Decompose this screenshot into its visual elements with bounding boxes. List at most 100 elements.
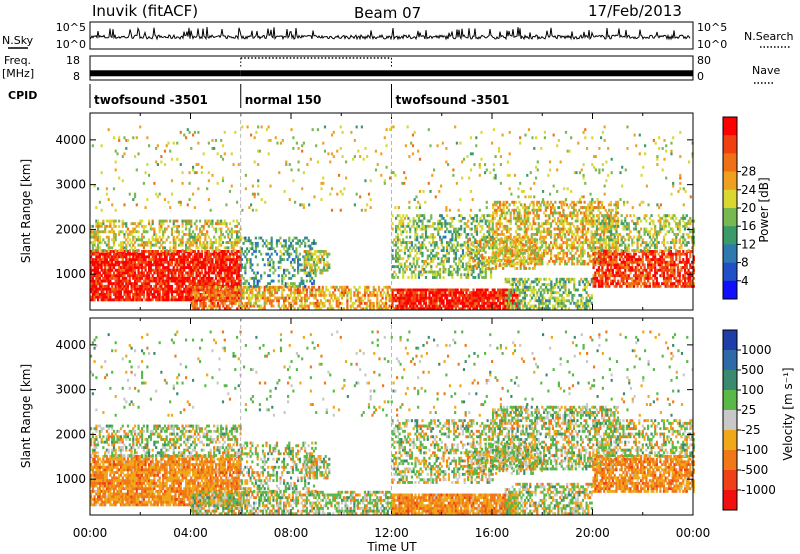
power-cell — [267, 252, 270, 256]
power-cell — [465, 301, 468, 305]
power-cell — [324, 250, 327, 253]
power-cell — [107, 290, 110, 294]
power-cell — [155, 263, 158, 267]
power-cell — [211, 304, 214, 308]
power-cell — [326, 268, 329, 272]
power-cell — [307, 304, 310, 308]
power-cell — [163, 279, 167, 283]
power-cell — [396, 214, 399, 218]
power-cell — [194, 296, 197, 300]
power-cell — [518, 235, 521, 239]
power-cell — [195, 235, 198, 239]
power-cell — [428, 219, 431, 223]
power-cell — [442, 235, 445, 239]
power-cell — [433, 307, 436, 311]
power-cell — [317, 255, 320, 259]
power-cell — [515, 291, 518, 295]
power-cell — [402, 222, 405, 226]
power-cell — [490, 276, 493, 279]
power-cell — [260, 296, 263, 300]
power-cell — [267, 288, 270, 292]
power-cell — [142, 258, 145, 261]
power-cell — [290, 293, 293, 297]
power-cell — [449, 270, 452, 274]
power-cell — [393, 257, 396, 261]
power-cell — [172, 250, 175, 253]
power-cell — [90, 274, 93, 278]
power-cell — [477, 250, 480, 254]
power-cell — [479, 288, 482, 292]
power-cell — [174, 243, 177, 247]
power-cell — [432, 304, 435, 308]
power-cell — [456, 296, 459, 300]
power-cell — [204, 222, 207, 226]
power-cell — [275, 299, 279, 303]
freq-unit-label: [MHz] — [2, 67, 34, 80]
power-cell — [146, 287, 149, 291]
power-cell — [238, 304, 241, 308]
power-cell — [190, 285, 193, 289]
power-cell — [179, 279, 182, 283]
power-cell — [482, 256, 485, 260]
power-cell — [213, 296, 216, 300]
power-cell — [156, 263, 159, 267]
power-cell — [232, 241, 235, 244]
power-cell — [227, 227, 230, 231]
power-cell — [202, 258, 205, 261]
power-cell — [263, 291, 266, 295]
power-cell — [284, 241, 287, 245]
power-cell — [403, 304, 406, 308]
power-cell — [461, 243, 465, 247]
power-cell — [132, 252, 135, 256]
power-cell — [130, 266, 133, 269]
power-cell — [236, 258, 239, 261]
power-cell — [461, 249, 465, 252]
power-cell — [492, 227, 495, 231]
power-cell — [576, 299, 579, 303]
power-cell — [142, 250, 145, 253]
power-cell — [314, 252, 317, 256]
power-cell — [423, 259, 426, 263]
power-cell — [391, 296, 394, 300]
power-cell — [437, 230, 440, 234]
power-cell — [158, 230, 161, 234]
power-cell — [284, 296, 287, 300]
power-cell — [442, 301, 445, 305]
power-cell — [395, 307, 398, 311]
power-cell — [192, 274, 195, 278]
power-cell — [456, 233, 459, 236]
power-cell — [104, 224, 107, 228]
power-cell — [458, 267, 461, 271]
power-cell — [309, 276, 312, 280]
power-cell — [559, 280, 562, 284]
power-cell — [435, 270, 438, 274]
power-cell — [93, 266, 96, 269]
power-cell — [256, 296, 259, 300]
power-cell — [225, 304, 228, 308]
power-cell — [426, 296, 429, 300]
power-cell — [256, 241, 259, 245]
power-cell — [247, 288, 250, 292]
power-cell — [505, 240, 508, 244]
power-cell — [208, 299, 211, 303]
power-cell — [211, 222, 214, 226]
power-cell — [527, 301, 530, 305]
power-cell — [509, 288, 512, 292]
power-cell — [398, 227, 401, 231]
power-cell — [149, 266, 152, 269]
power-cell — [251, 291, 254, 295]
power-cell — [290, 285, 293, 289]
power-cell — [589, 283, 592, 286]
power-cell — [118, 260, 121, 264]
power-cell — [479, 254, 482, 258]
power-cell — [495, 293, 498, 297]
power-cell — [388, 299, 391, 303]
power-cell — [410, 301, 413, 305]
power-cell — [412, 259, 415, 263]
power-cell — [211, 285, 214, 289]
power-cell — [204, 246, 207, 250]
power-cell — [400, 222, 403, 226]
power-cell — [486, 299, 489, 303]
power-cell — [220, 260, 223, 264]
power-cell — [328, 266, 331, 269]
